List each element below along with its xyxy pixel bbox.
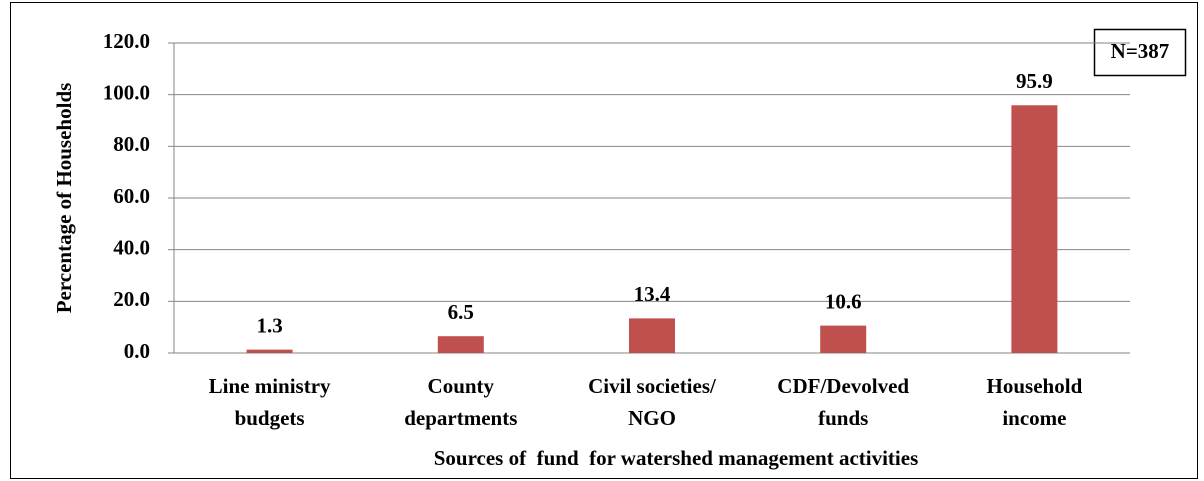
chart-border (10, 2, 1198, 479)
data-label: 95.9 (1016, 69, 1053, 93)
bar (820, 325, 867, 353)
y-tick-label: 40.0 (113, 235, 150, 259)
x-tick-label: funds (818, 406, 868, 430)
x-tick-label: Civil societies/ (588, 374, 717, 398)
data-label: 13.4 (634, 282, 671, 306)
y-tick-label: 20.0 (113, 287, 150, 311)
x-tick-label: departments (404, 406, 517, 430)
y-tick-label: 120.0 (103, 29, 150, 53)
y-tick-label: 0.0 (124, 339, 150, 363)
data-label: 6.5 (448, 300, 474, 324)
y-tick-label: 80.0 (113, 132, 150, 156)
bar (437, 336, 484, 353)
annotation-box (1093, 28, 1187, 77)
x-tick-label: NGO (628, 406, 676, 430)
bar (1011, 105, 1058, 353)
x-tick-label: CDF/Devolved (777, 374, 909, 398)
annotation: N=387 (1111, 39, 1170, 63)
data-label: 1.3 (256, 313, 282, 337)
data-label: 10.6 (825, 289, 862, 313)
y-axis-label: Percentage of Households (52, 83, 76, 314)
y-tick-label: 100.0 (103, 80, 150, 104)
y-tick-label: 60.0 (113, 184, 150, 208)
x-tick-label: County (428, 374, 495, 398)
x-tick-label: income (1002, 406, 1066, 430)
x-tick-label: Household (987, 374, 1083, 398)
bar (629, 318, 675, 353)
bar (246, 349, 293, 353)
x-tick-label: Line ministry (209, 374, 331, 398)
x-tick-label: budgets (235, 406, 305, 430)
x-axis-label: Sources of fund for watershed management… (434, 446, 919, 470)
